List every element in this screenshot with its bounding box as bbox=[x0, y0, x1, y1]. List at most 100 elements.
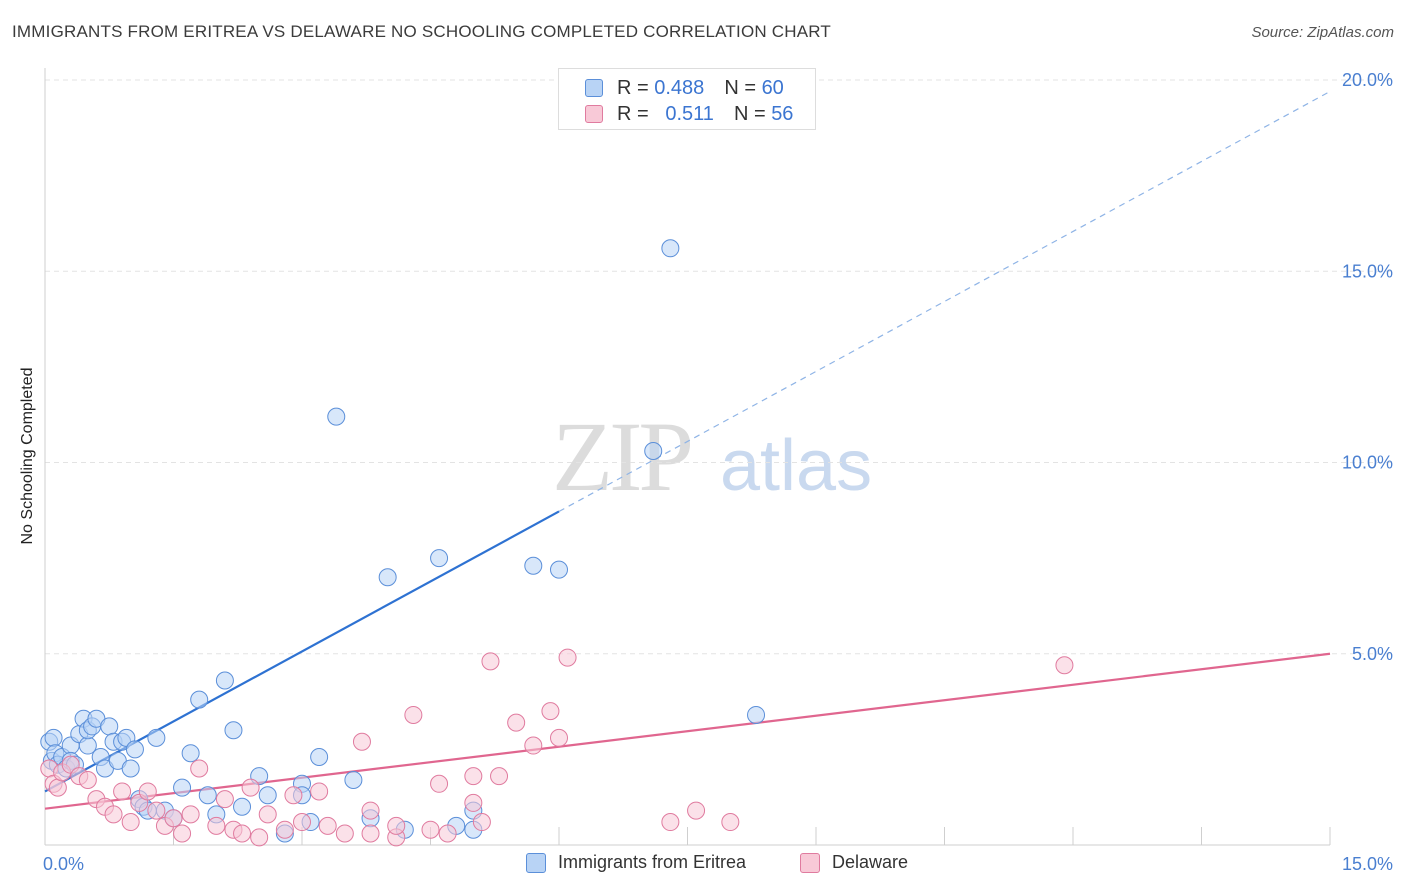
eritrea-point bbox=[147, 728, 166, 747]
delaware-point bbox=[490, 767, 509, 786]
delaware-point bbox=[1055, 656, 1074, 675]
delaware-point bbox=[361, 824, 380, 843]
data-points bbox=[40, 239, 1074, 847]
delaware-point bbox=[190, 759, 209, 778]
eritrea-point bbox=[344, 770, 363, 789]
y-tick-label: 10.0% bbox=[1342, 453, 1393, 473]
delaware-point bbox=[318, 816, 337, 835]
r-label: R = bbox=[617, 102, 649, 125]
delaware-point bbox=[258, 805, 277, 824]
eritrea-swatch bbox=[585, 79, 603, 97]
tick-labels: 5.0% 10.0% 15.0% 20.0% 0.0% 15.0% bbox=[43, 70, 1393, 874]
eritrea-point bbox=[224, 721, 243, 740]
x-tick-label: 0.0% bbox=[43, 854, 84, 874]
n-label: N = bbox=[724, 76, 756, 99]
delaware-point bbox=[284, 786, 303, 805]
delaware-point bbox=[275, 820, 294, 839]
y-tick-label: 5.0% bbox=[1352, 644, 1393, 664]
x-tick-label: 15.0% bbox=[1342, 854, 1393, 874]
delaware-point bbox=[430, 774, 449, 793]
eritrea-point bbox=[378, 568, 397, 587]
eritrea-point bbox=[44, 728, 63, 747]
legend-row-eritrea: R = 0.488 N = 60 bbox=[585, 76, 784, 100]
delaware-point bbox=[78, 770, 97, 789]
eritrea-point bbox=[190, 690, 209, 709]
watermark-atlas-text: atlas bbox=[720, 426, 872, 506]
delaware-point bbox=[507, 713, 526, 732]
eritrea-swatch bbox=[526, 852, 546, 873]
delaware-point bbox=[293, 813, 311, 832]
eritrea-point bbox=[550, 560, 568, 579]
eritrea-point bbox=[198, 786, 217, 805]
eritrea-point bbox=[173, 778, 192, 797]
n-label: N = bbox=[733, 102, 766, 125]
legend-row-delaware: R = 0.511 N = 56 bbox=[585, 102, 793, 126]
n-value: 60 bbox=[761, 76, 784, 99]
delaware-point bbox=[524, 736, 543, 755]
delaware-swatch bbox=[585, 105, 603, 123]
delaware-point bbox=[438, 824, 457, 843]
eritrea-point bbox=[430, 549, 449, 568]
delaware-point bbox=[241, 778, 260, 797]
delaware-point bbox=[541, 702, 560, 721]
delaware-point bbox=[661, 813, 680, 832]
source-credit: Source: ZipAtlas.com bbox=[1251, 24, 1394, 41]
delaware-point bbox=[104, 805, 123, 824]
delaware-point bbox=[464, 793, 483, 812]
delaware-point bbox=[404, 705, 423, 724]
chart-title: IMMIGRANTS FROM ERITREA VS DELAWARE NO S… bbox=[12, 22, 832, 41]
delaware-point bbox=[472, 813, 491, 832]
delaware-point bbox=[352, 732, 371, 751]
delaware-point bbox=[121, 813, 140, 832]
delaware-point bbox=[207, 816, 226, 835]
delaware-point bbox=[113, 782, 132, 801]
eritrea-point bbox=[125, 740, 144, 759]
delaware-point bbox=[687, 801, 706, 820]
delaware-point bbox=[421, 820, 440, 839]
delaware-point bbox=[721, 813, 740, 832]
eritrea-point bbox=[310, 748, 329, 767]
eritrea-point bbox=[747, 705, 766, 724]
delaware-point bbox=[464, 767, 483, 786]
delaware-point bbox=[361, 801, 380, 820]
delaware-point bbox=[550, 728, 568, 747]
legend-label-delaware: Delaware bbox=[832, 852, 909, 872]
bottom-legend-eritrea: Immigrants from Eritrea bbox=[526, 852, 746, 873]
eritrea-point bbox=[233, 797, 252, 816]
delaware-point bbox=[181, 805, 200, 824]
eritrea-point bbox=[524, 556, 543, 575]
delaware-point bbox=[164, 809, 183, 828]
eritrea-trend-extension bbox=[558, 90, 1331, 512]
delaware-point bbox=[335, 824, 354, 843]
eritrea-point bbox=[327, 407, 346, 426]
r-value: 0.488 bbox=[654, 76, 705, 99]
n-value: 56 bbox=[771, 102, 794, 125]
grid-lines bbox=[45, 79, 1395, 655]
delaware-point bbox=[233, 824, 252, 843]
delaware-swatch bbox=[800, 852, 820, 873]
delaware-point bbox=[387, 816, 406, 835]
legend-label-eritrea: Immigrants from Eritrea bbox=[558, 852, 747, 872]
eritrea-point bbox=[644, 442, 663, 461]
r-value: 0.511 bbox=[665, 102, 714, 125]
eritrea-point bbox=[181, 744, 200, 763]
delaware-point bbox=[173, 824, 192, 843]
eritrea-point bbox=[258, 786, 277, 805]
delaware-point bbox=[147, 801, 166, 820]
y-tick-label: 15.0% bbox=[1342, 261, 1393, 281]
eritrea-point bbox=[121, 759, 140, 778]
delaware-point bbox=[481, 652, 500, 671]
delaware-point bbox=[215, 790, 234, 809]
correlation-legend: R = 0.488 N = 60 R = 0.511 N = 56 bbox=[558, 68, 816, 130]
delaware-point bbox=[250, 828, 269, 847]
delaware-point bbox=[310, 782, 329, 801]
eritrea-point bbox=[661, 239, 680, 258]
eritrea-point bbox=[100, 717, 119, 736]
eritrea-point bbox=[215, 671, 234, 690]
r-label: R = bbox=[617, 76, 649, 99]
y-tick-label: 20.0% bbox=[1342, 70, 1393, 90]
delaware-point bbox=[138, 782, 157, 801]
delaware-point bbox=[558, 648, 577, 667]
delaware-point bbox=[48, 778, 67, 797]
